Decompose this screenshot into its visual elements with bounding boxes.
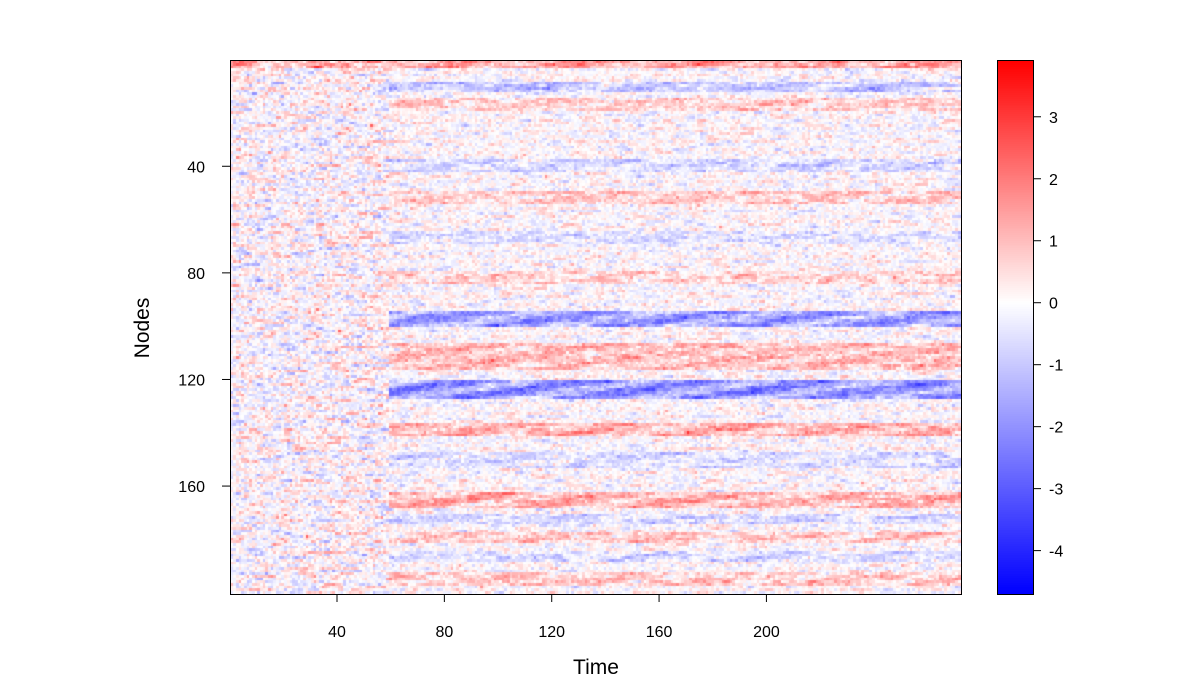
colorbar-tick-label: -1 bbox=[1049, 358, 1063, 375]
colorbar-ticks: 3 2 1 0 -1 -2 -3 -4 bbox=[1033, 110, 1063, 561]
y-tick-label: 160 bbox=[178, 479, 205, 496]
x-tick-label: 160 bbox=[646, 624, 673, 641]
colorbar-gradient bbox=[998, 61, 1033, 594]
x-tick-label: 200 bbox=[753, 624, 780, 641]
colorbar-tick-label: 1 bbox=[1049, 234, 1058, 251]
x-tick-label: 120 bbox=[538, 624, 565, 641]
y-tick-label: 80 bbox=[187, 266, 205, 283]
x-tick-label: 80 bbox=[435, 624, 453, 641]
y-axis-title: Nodes bbox=[131, 298, 154, 359]
colorbar-tick-label: 2 bbox=[1049, 172, 1058, 189]
x-axis-title: Time bbox=[573, 656, 619, 679]
y-tick-label: 120 bbox=[178, 372, 205, 389]
colorbar-frame bbox=[997, 60, 1034, 595]
colorbar-tick-label: -2 bbox=[1049, 420, 1063, 437]
x-tick-label: 40 bbox=[328, 624, 346, 641]
y-tick-label: 40 bbox=[187, 159, 205, 176]
colorbar-tick-label: 3 bbox=[1049, 110, 1058, 127]
colorbar-tick-label: -4 bbox=[1049, 544, 1063, 561]
colorbar-tick-label: -3 bbox=[1049, 482, 1063, 499]
heatmap-cells bbox=[231, 61, 961, 594]
plot-frame bbox=[230, 60, 962, 595]
y-axis-ticks: 40 80 120 160 bbox=[178, 159, 231, 496]
x-axis-ticks: 40 80 120 160 200 bbox=[328, 594, 780, 641]
colorbar-tick-label: 0 bbox=[1049, 296, 1058, 313]
